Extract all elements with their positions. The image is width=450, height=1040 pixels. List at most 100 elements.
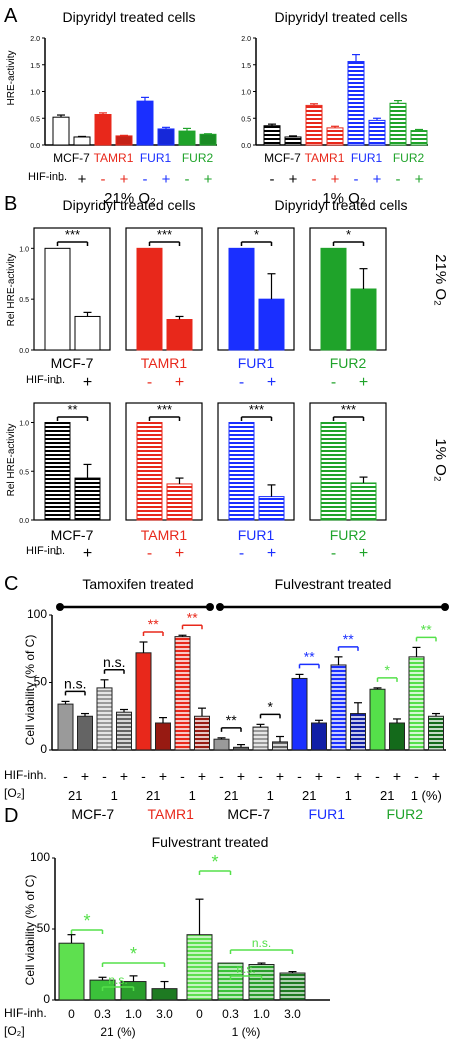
panel-b-row1-col2-sig-label: *** bbox=[249, 402, 264, 417]
panel-c-hif-sign: - bbox=[63, 768, 68, 784]
panel-c-bar bbox=[155, 722, 171, 751]
panel-a-chart0-bar bbox=[73, 136, 91, 146]
panel-b-row1-col2-bar bbox=[258, 496, 285, 521]
panel-c-bar bbox=[330, 664, 347, 751]
panel-c-o2-value: 21 bbox=[380, 788, 394, 803]
panel-b-hif-label-bottom: HIF-inh. bbox=[26, 545, 65, 557]
panel-c-bar bbox=[135, 652, 152, 751]
panel-b-row0-col3-sig-label: * bbox=[346, 227, 351, 242]
panel-c-cell-label: FUR1 bbox=[308, 806, 345, 822]
panel-a-chart0-ytick-label: 1.5 bbox=[30, 63, 40, 70]
panel-b-row0-col1-bar bbox=[136, 247, 163, 351]
panel-a-chart1-bar bbox=[347, 61, 365, 146]
panel-b-row1-col2-hif-sign: - bbox=[239, 545, 244, 562]
panel-b-ylabel-top: Rel HRE-activity bbox=[6, 254, 17, 327]
panel-a-chart0-ytick-label: 0.5 bbox=[30, 116, 40, 123]
panel-c-bar bbox=[194, 715, 210, 751]
panel-a-chart0-hif-sign: - bbox=[185, 171, 190, 188]
panel-b-title-right: Dipyridyl treated cells bbox=[274, 197, 407, 213]
panel-c-bar bbox=[272, 741, 288, 751]
panel-c-o2-value: 1 bbox=[267, 788, 274, 803]
panel-b-row-label-bottom: 1% O₂ bbox=[432, 438, 449, 482]
panel-b-row1-col1-bar bbox=[136, 422, 163, 521]
panel-c-o2-value: 21 bbox=[224, 788, 238, 803]
panel-c-bar bbox=[311, 722, 327, 751]
panel-c-header-right: Fulvestrant treated bbox=[275, 576, 392, 592]
panel-b-row0-col2-bar bbox=[228, 247, 255, 351]
panel-b-row0-col0-ytick-label: 0.0 bbox=[19, 348, 29, 355]
panel-a-chart1-hif-sign: - bbox=[354, 171, 359, 188]
panel-c-hif-sign: - bbox=[219, 768, 224, 784]
panel-d-sig-label: * bbox=[130, 944, 137, 964]
panel-a-chart1-hif-sign: + bbox=[373, 171, 382, 188]
panel-b-row0-col2-hif-sign: + bbox=[267, 374, 276, 391]
panel-c-hif-sign: - bbox=[258, 768, 263, 784]
panel-d-dose-label: 3.0 bbox=[156, 1007, 173, 1021]
panel-c-bar bbox=[428, 715, 444, 751]
panel-b-row0-col1-hif-sign: - bbox=[147, 374, 152, 391]
panel-b-row1-col3-hif-sign: - bbox=[331, 545, 336, 562]
panel-c-bar bbox=[57, 703, 74, 751]
panel-b-row1-col0-bar bbox=[44, 422, 71, 521]
panel-c-hif-sign: + bbox=[432, 768, 440, 784]
panel-c-cell-label: TAMR1 bbox=[148, 806, 195, 822]
panel-c-o2-value: 21 bbox=[302, 788, 316, 803]
panel-b-row1-col0-ytick-label: 0.0 bbox=[19, 518, 29, 525]
panel-a-chart1-hif-sign: - bbox=[312, 171, 317, 188]
panel-b-row0-col2-hif-sign: - bbox=[239, 374, 244, 391]
panel-d-bar bbox=[58, 942, 85, 1001]
panel-a-chart0-ytick-label: 2.0 bbox=[30, 36, 40, 43]
panel-c-header-dot bbox=[206, 603, 214, 611]
panel-c-sig-label: n.s. bbox=[64, 675, 87, 691]
panel-b-row0-col3-hif-sign: + bbox=[359, 374, 368, 391]
panel-b-row0-col1-sig-label: *** bbox=[157, 227, 172, 242]
panel-c-sig-label: ** bbox=[421, 621, 432, 637]
panel-c-hif-sign: + bbox=[354, 768, 362, 784]
panel-c-hif-sign: - bbox=[414, 768, 419, 784]
panel-a-chart1-cell-label: MCF-7 bbox=[264, 151, 301, 165]
panel-label-d: D bbox=[4, 805, 18, 827]
panel-b-row0-col0-cell-label: MCF-7 bbox=[51, 355, 94, 371]
panel-a-chart1-cell-label: FUR1 bbox=[351, 151, 383, 165]
panel-d-sig-label: n.s. bbox=[236, 962, 255, 976]
panel-c-o2-value: 1 bbox=[189, 788, 196, 803]
panel-label-b: B bbox=[4, 193, 17, 215]
panel-b-row1-col0-sig-label: ** bbox=[67, 402, 77, 417]
panel-d-dose-label: 0.3 bbox=[222, 1007, 239, 1021]
panel-b-title-left: Dipyridyl treated cells bbox=[62, 197, 195, 213]
panel-a-chart1-ytick-label: 1.5 bbox=[241, 63, 251, 70]
panel-a-chart0-cell-label: FUR1 bbox=[140, 151, 172, 165]
panel-b-row1-col2-frame bbox=[217, 402, 295, 521]
panel-a-chart0-hif-sign: + bbox=[162, 171, 171, 188]
panel-b-row1-col3-frame bbox=[309, 402, 387, 521]
panel-b-row1-col1-cell-label: TAMR1 bbox=[141, 527, 188, 543]
panel-b-row1-col3-bar bbox=[350, 482, 377, 521]
panel-b-row0-col3-bar bbox=[320, 247, 347, 351]
panel-b-row1-col3-cell-label: FUR2 bbox=[330, 527, 367, 543]
panel-c-sig-label: ** bbox=[187, 609, 198, 625]
panel-c-hif-sign: + bbox=[159, 768, 167, 784]
panel-c-header-left: Tamoxifen treated bbox=[82, 576, 193, 592]
panel-b-row1-col0-cell-label: MCF-7 bbox=[51, 527, 94, 543]
panel-c-sig-label: ** bbox=[304, 648, 315, 664]
panel-c-ytick-label: 50 bbox=[34, 675, 48, 689]
panel-c-ytick-label: 0 bbox=[40, 742, 47, 756]
panel-b-row1-col0-hif-sign: + bbox=[83, 545, 92, 562]
panel-b-ylabel-bottom: Rel HRE-activity bbox=[6, 424, 17, 497]
panel-a-chart1-hif-sign: + bbox=[289, 171, 298, 188]
panel-a-title-left: Dipyridyl treated cells bbox=[62, 9, 195, 25]
panel-a-chart1-ytick-label: 0.0 bbox=[241, 143, 251, 150]
panel-a-chart1-hif-sign: + bbox=[331, 171, 340, 188]
panel-b-row0-col0-sig-label: *** bbox=[65, 227, 80, 242]
panel-b-row1-col2-hif-sign: + bbox=[267, 545, 276, 562]
panel-a-chart0-hif-sign: + bbox=[78, 171, 87, 188]
panel-c-hif-sign: - bbox=[102, 768, 107, 784]
panel-b-row0-col2-cell-label: FUR1 bbox=[238, 355, 275, 371]
panel-c-o2-label: [O₂] bbox=[4, 786, 25, 800]
panel-c-hif-sign: - bbox=[375, 768, 380, 784]
panel-a-chart1-hif-sign: + bbox=[415, 171, 424, 188]
panel-d-sig-label: * bbox=[211, 852, 218, 872]
panel-c-sig-label: ** bbox=[343, 631, 354, 647]
panel-c-o2-value: 21 bbox=[68, 788, 82, 803]
